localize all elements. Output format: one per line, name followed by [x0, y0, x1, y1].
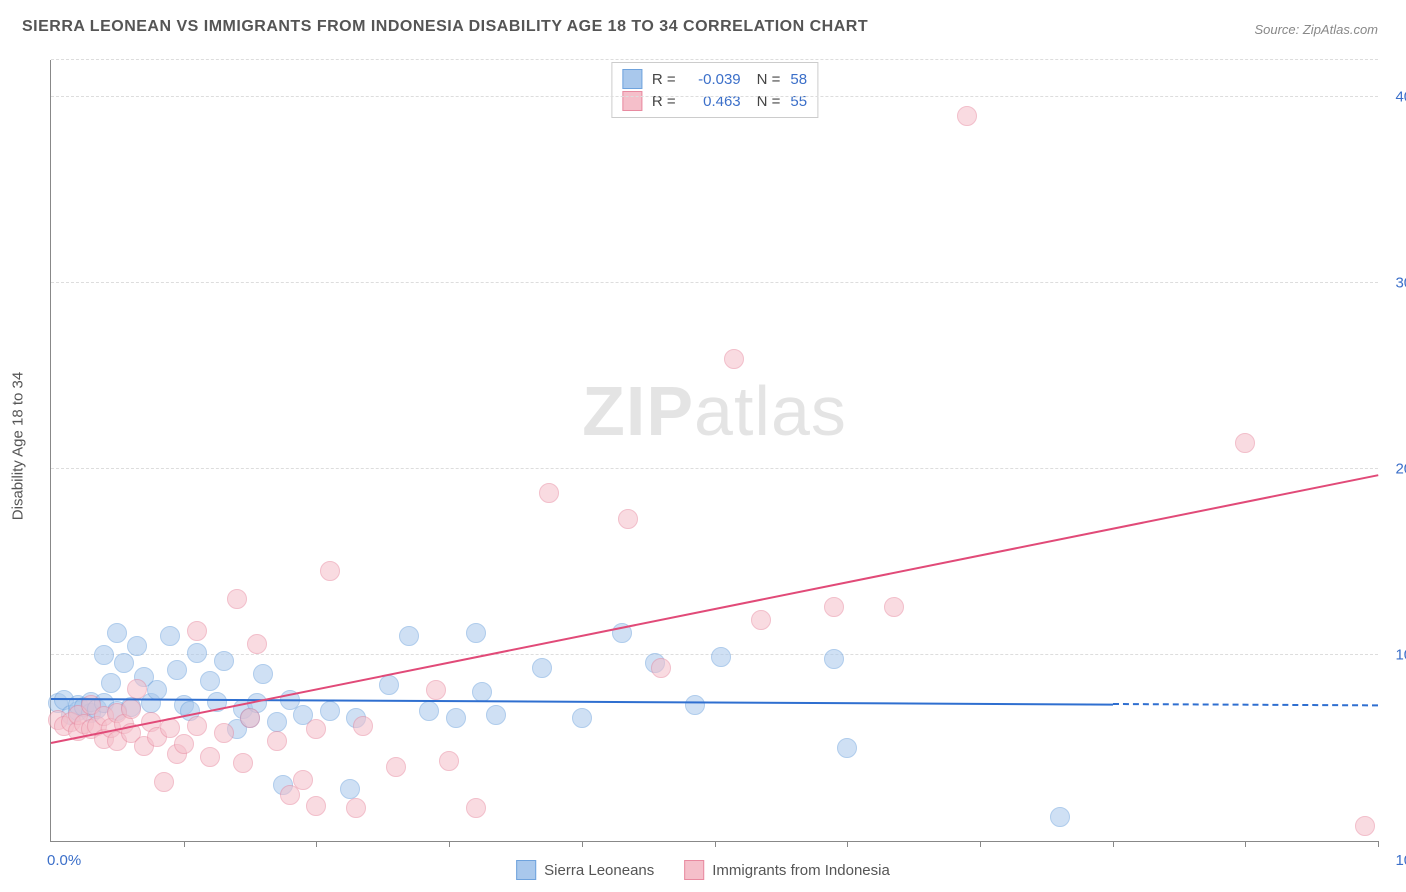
data-point [160, 626, 180, 646]
x-tick [449, 841, 450, 847]
data-point [214, 723, 234, 743]
data-point [240, 708, 260, 728]
data-point [724, 349, 744, 369]
data-point [685, 695, 705, 715]
data-point [399, 626, 419, 646]
gridline [51, 468, 1378, 469]
legend-item-series1: Sierra Leoneans [516, 860, 654, 880]
data-point [267, 712, 287, 732]
x-tick [1113, 841, 1114, 847]
x-tick [184, 841, 185, 847]
data-point [247, 634, 267, 654]
data-point [154, 772, 174, 792]
gridline [51, 59, 1378, 60]
data-point [957, 106, 977, 126]
chart-title: SIERRA LEONEAN VS IMMIGRANTS FROM INDONE… [22, 18, 868, 36]
x-tick [582, 841, 583, 847]
data-point [320, 561, 340, 581]
watermark: ZIPatlas [582, 371, 847, 451]
data-point [214, 651, 234, 671]
data-point [306, 719, 326, 739]
data-point [227, 589, 247, 609]
data-point [200, 671, 220, 691]
swatch-series2 [622, 91, 642, 111]
data-point [127, 636, 147, 656]
data-point [267, 731, 287, 751]
x-origin-label: 0.0% [47, 852, 81, 869]
data-point [466, 798, 486, 818]
data-point [751, 610, 771, 630]
data-point [187, 716, 207, 736]
data-point [200, 747, 220, 767]
data-point [187, 643, 207, 663]
data-point [320, 701, 340, 721]
x-tick [1378, 841, 1379, 847]
gridline [51, 282, 1378, 283]
legend-item-series2: Immigrants from Indonesia [684, 860, 890, 880]
trend-line [1113, 703, 1378, 706]
data-point [711, 647, 731, 667]
data-point [107, 623, 127, 643]
y-axis-label: Disability Age 18 to 34 [10, 372, 27, 520]
swatch-series2 [684, 860, 704, 880]
data-point [651, 658, 671, 678]
data-point [824, 649, 844, 669]
swatch-series1 [622, 69, 642, 89]
data-point [346, 798, 366, 818]
plot-area: ZIPatlas R = -0.039 N = 58 R = 0.463 N =… [50, 60, 1378, 842]
data-point [572, 708, 592, 728]
data-point [114, 653, 134, 673]
y-tick-label: 40.0% [1395, 89, 1406, 106]
gridline [51, 96, 1378, 97]
bottom-legend: Sierra Leoneans Immigrants from Indonesi… [516, 860, 890, 880]
data-point [466, 623, 486, 643]
data-point [306, 796, 326, 816]
data-point [618, 509, 638, 529]
data-point [837, 738, 857, 758]
y-tick-label: 10.0% [1395, 647, 1406, 664]
data-point [379, 675, 399, 695]
data-point [293, 770, 313, 790]
corr-row-series1: R = -0.039 N = 58 [622, 69, 807, 89]
corr-row-series2: R = 0.463 N = 55 [622, 91, 807, 111]
data-point [167, 660, 187, 680]
data-point [101, 673, 121, 693]
source-label: Source: ZipAtlas.com [1254, 22, 1378, 37]
data-point [187, 621, 207, 641]
data-point [439, 751, 459, 771]
data-point [539, 483, 559, 503]
x-tick [1245, 841, 1246, 847]
data-point [121, 699, 141, 719]
data-point [233, 753, 253, 773]
y-tick-label: 20.0% [1395, 461, 1406, 478]
x-max-label: 10.0% [1395, 852, 1406, 869]
x-tick [715, 841, 716, 847]
data-point [426, 680, 446, 700]
data-point [94, 645, 114, 665]
x-tick [847, 841, 848, 847]
data-point [446, 708, 466, 728]
data-point [1235, 433, 1255, 453]
data-point [174, 734, 194, 754]
x-tick [316, 841, 317, 847]
data-point [127, 679, 147, 699]
data-point [386, 757, 406, 777]
data-point [486, 705, 506, 725]
data-point [147, 680, 167, 700]
data-point [884, 597, 904, 617]
correlation-legend: R = -0.039 N = 58 R = 0.463 N = 55 [611, 62, 818, 118]
x-tick [980, 841, 981, 847]
data-point [1355, 816, 1375, 836]
data-point [419, 701, 439, 721]
swatch-series1 [516, 860, 536, 880]
data-point [253, 664, 273, 684]
data-point [353, 716, 373, 736]
data-point [340, 779, 360, 799]
data-point [532, 658, 552, 678]
y-tick-label: 30.0% [1395, 275, 1406, 292]
data-point [824, 597, 844, 617]
data-point [1050, 807, 1070, 827]
